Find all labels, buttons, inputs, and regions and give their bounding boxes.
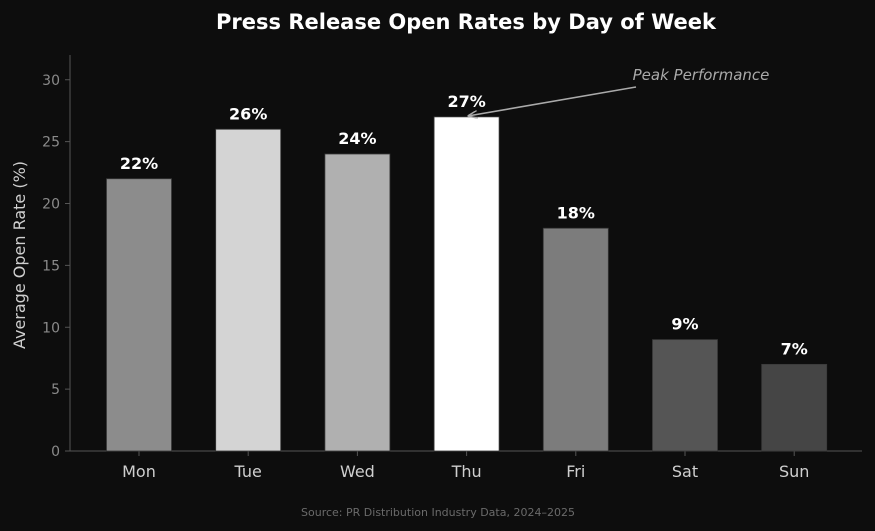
bar-thu: [433, 116, 500, 452]
y-tick-label: 20: [42, 197, 60, 213]
value-label-tue: 26%: [229, 104, 267, 123]
annotation-arrow: [469, 86, 637, 116]
y-tick-label: 25: [42, 135, 60, 151]
y-tick-label: 15: [42, 258, 60, 274]
bar-fri: [542, 227, 609, 452]
category-label-mon: Mon: [122, 462, 156, 481]
bar-wed: [324, 153, 391, 452]
category-label-tue: Tue: [234, 462, 262, 481]
bar-tue: [215, 128, 282, 452]
category-label-fri: Fri: [566, 462, 585, 481]
y-tick-label: 30: [42, 73, 60, 89]
value-label-fri: 18%: [557, 203, 595, 222]
value-label-mon: 22%: [120, 154, 158, 173]
value-label-wed: 24%: [338, 129, 376, 148]
category-label-wed: Wed: [340, 462, 375, 481]
category-label-thu: Thu: [451, 462, 482, 481]
value-label-thu: 27%: [447, 92, 485, 111]
y-tick-label: 0: [51, 444, 60, 460]
chart-title: Press Release Open Rates by Day of Week: [216, 10, 717, 34]
source-note: Source: PR Distribution Industry Data, 2…: [301, 506, 575, 519]
category-label-sun: Sun: [779, 462, 809, 481]
y-tick-label: 10: [42, 320, 60, 336]
y-tick-label: 5: [51, 382, 60, 398]
annotation-peak-performance: Peak Performance: [633, 66, 770, 84]
y-axis-label: Average Open Rate (%): [10, 161, 29, 349]
bar-mon: [106, 178, 172, 452]
bar-sat: [652, 339, 718, 452]
value-label-sun: 7%: [781, 339, 808, 358]
category-label-sat: Sat: [672, 462, 698, 481]
value-label-sat: 9%: [671, 315, 698, 334]
bar-sun: [761, 363, 828, 452]
